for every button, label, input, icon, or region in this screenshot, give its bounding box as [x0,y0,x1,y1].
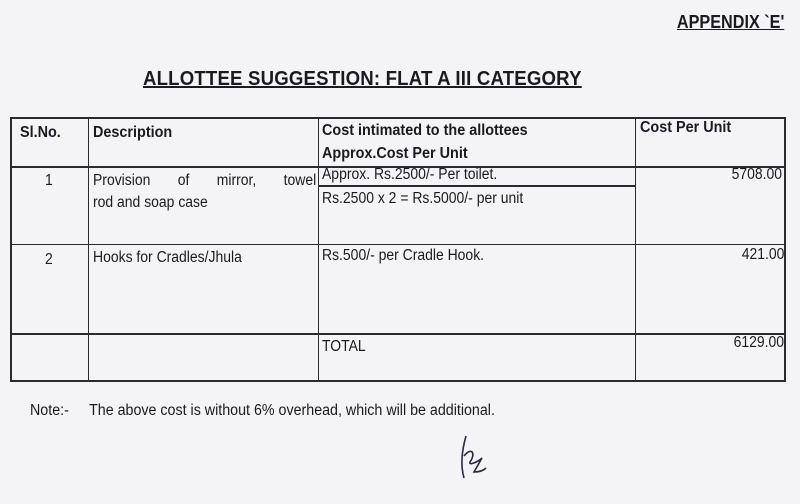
header-cost-per-unit: Cost Per Unit [640,119,732,136]
header-slno: Sl.No. [20,124,61,141]
row1-slno: 1 [45,172,53,189]
row1-description-line1: Provision of mirror, towel [93,172,317,189]
row-divider [10,244,786,245]
row1-subdivider [318,185,635,187]
table-border-bottom [10,380,786,382]
column-divider [88,117,89,382]
row1-unit-cost: 5708.00 [731,166,782,183]
note-label: Note:- [30,402,69,419]
total-label: TOTAL [322,338,366,355]
page-title: ALLOTTEE SUGGESTION: FLAT A III CATEGORY [143,68,582,90]
row-divider [10,333,786,335]
column-divider [635,117,636,382]
total-value: 6129.00 [733,334,784,351]
row2-cost: Rs.500/- per Cradle Hook. [322,247,485,264]
row1-cost-line1: Approx. Rs.2500/- Per toilet. [322,166,498,183]
signature [461,435,487,479]
row2-description: Hooks for Cradles/Jhula [93,249,242,266]
header-approx-cost: Approx.Cost Per Unit [322,145,468,162]
appendix-label: APPENDIX `E' [676,12,784,32]
table-border-right [784,117,786,382]
header-cost-intimated: Cost intimated to the allottees [322,122,528,139]
table-border-left [10,117,12,382]
table-border-top [10,117,786,119]
row2-slno: 2 [45,251,53,268]
header-divider [10,166,786,168]
header-description: Description [93,124,173,141]
note-text: The above cost is without 6% overhead, w… [89,402,495,419]
row1-cost-line2: Rs.2500 x 2 = Rs.5000/- per unit [322,190,524,207]
footnote: Note:- The above cost is without 6% overh… [30,402,495,420]
column-divider [318,117,319,382]
row1-description-line2: rod and soap case [93,194,208,211]
row2-unit-cost: 421.00 [741,246,784,263]
